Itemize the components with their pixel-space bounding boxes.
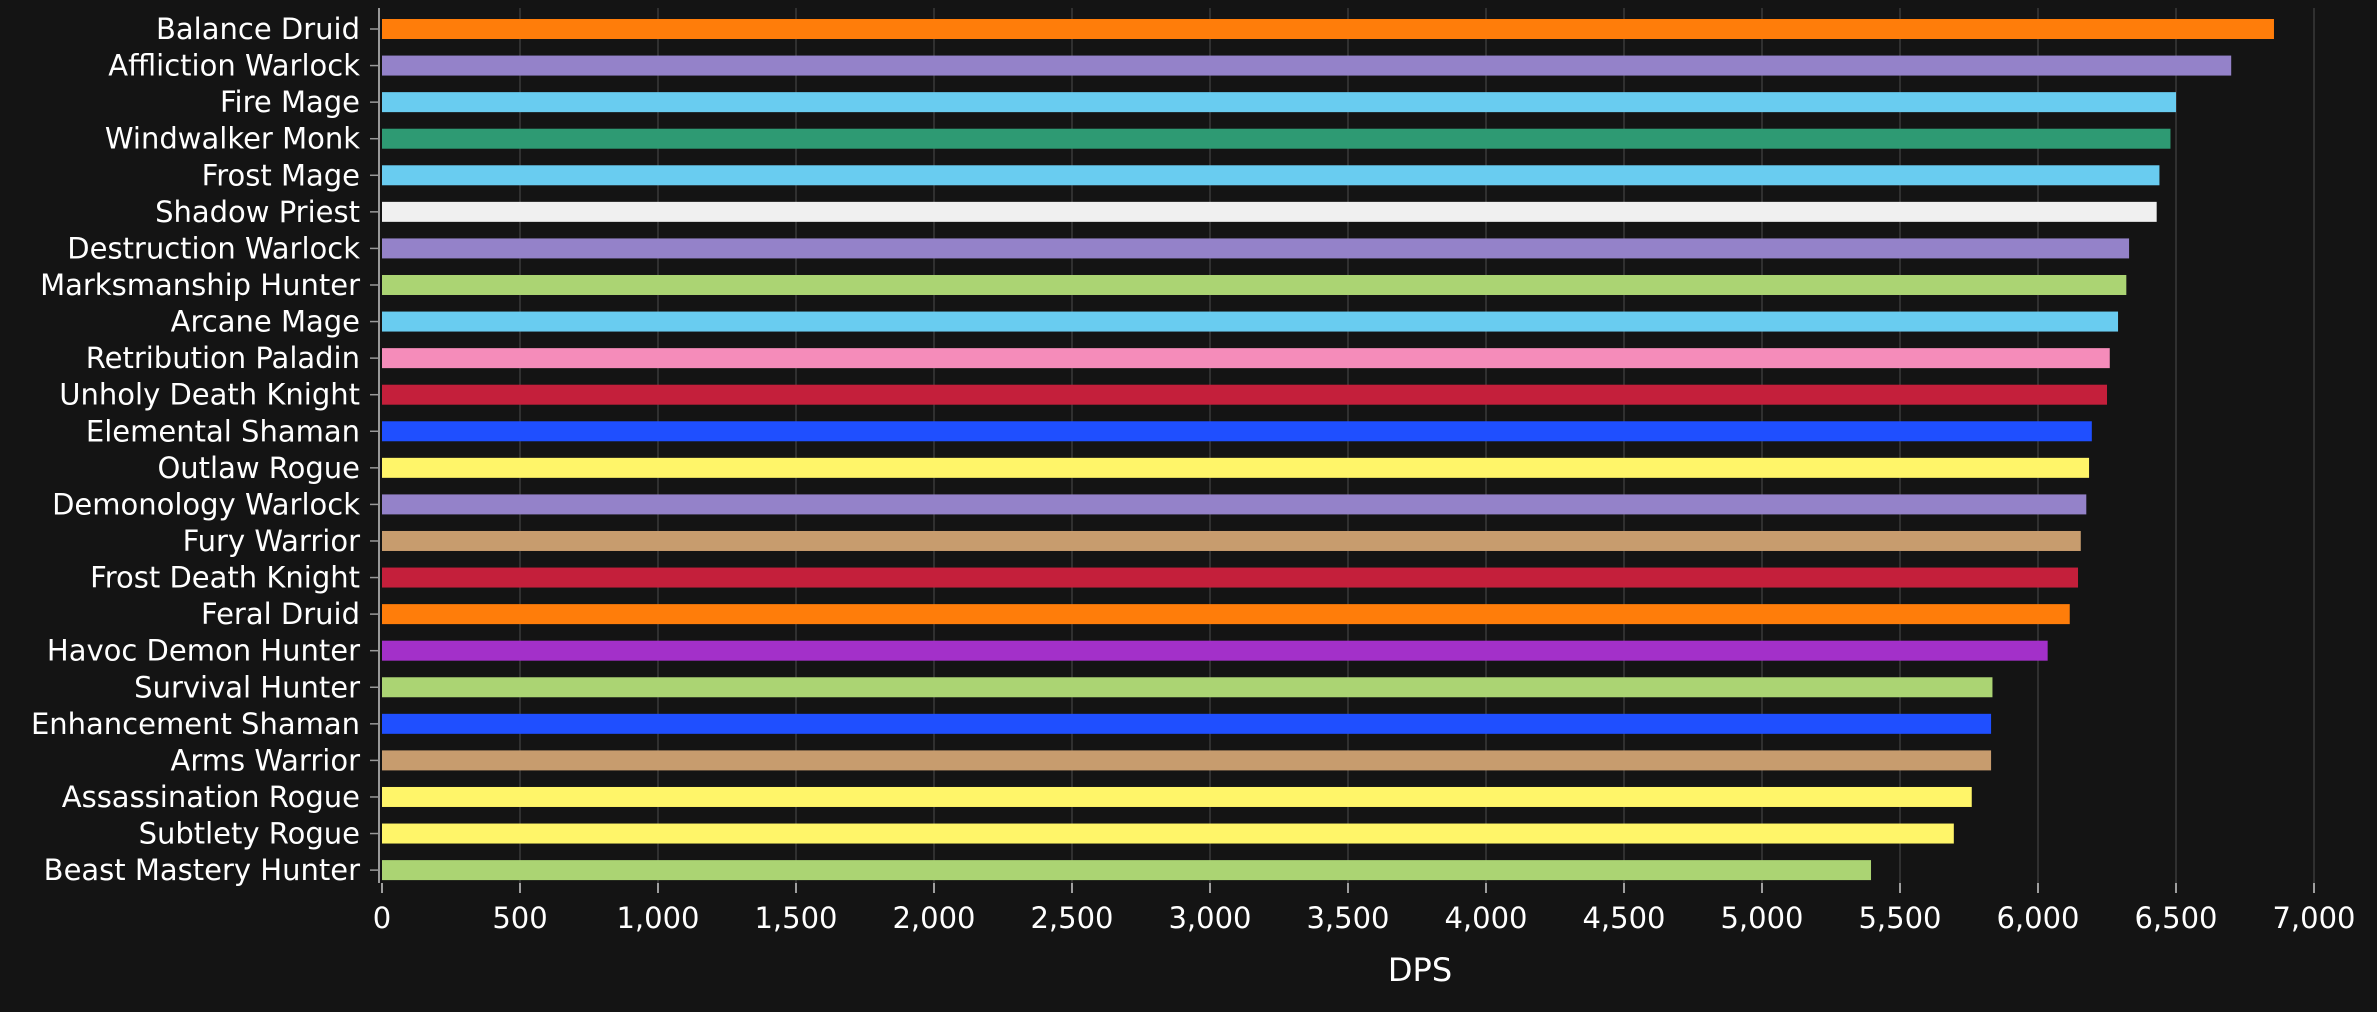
x-tick-label-2: 1,000	[616, 901, 699, 935]
bar-9	[382, 348, 2110, 369]
category-label-16: Feral Druid	[201, 597, 360, 631]
bar-0	[382, 19, 2274, 39]
x-tick-labels: 0 500 1,000 1,500 2,000 2,500 3,000 3,500 4,000 4…	[373, 901, 2356, 935]
category-label-23: Beast Mastery Hunter	[44, 853, 360, 887]
category-label-8: Arcane Mage	[171, 305, 360, 339]
bar-2	[382, 92, 2176, 113]
bar-8	[382, 311, 2119, 332]
category-label-19: Enhancement Shaman	[31, 707, 360, 741]
bar-1	[382, 55, 2232, 76]
category-label-20: Arms Warrior	[171, 743, 361, 777]
bar-21	[382, 786, 1972, 807]
axes	[370, 8, 2315, 893]
bar-16	[382, 604, 2070, 625]
category-label-14: Fury Warrior	[183, 524, 361, 558]
bar-10	[382, 384, 2107, 405]
bar-18	[382, 677, 1993, 698]
bar-17	[382, 640, 2048, 661]
category-label-1: Affliction Warlock	[108, 49, 360, 83]
bar-23	[382, 860, 1872, 881]
category-label-5: Shadow Priest	[155, 195, 360, 229]
x-axis-title: DPS	[1388, 951, 1452, 989]
x-tick-label-10: 5,000	[1720, 901, 1803, 935]
category-label-12: Outlaw Rogue	[157, 451, 360, 485]
x-tick-label-12: 6,000	[1996, 901, 2079, 935]
category-label-13: Demonology Warlock	[52, 487, 360, 521]
category-label-21: Assassination Rogue	[62, 780, 360, 814]
category-label-15: Frost Death Knight	[90, 561, 360, 595]
bar-14	[382, 530, 2081, 551]
category-label-11: Elemental Shaman	[86, 414, 360, 448]
x-tick-label-4: 2,000	[892, 901, 975, 935]
x-tick-label-14: 7,000	[2272, 901, 2355, 935]
category-label-10: Unholy Death Knight	[59, 378, 360, 412]
category-label-7: Marksmanship Hunter	[40, 268, 360, 302]
x-tick-label-7: 3,500	[1306, 901, 1389, 935]
bar-20	[382, 750, 1992, 771]
bar-13	[382, 494, 2087, 515]
bar-15	[382, 567, 2079, 588]
x-tick-label-11: 5,500	[1858, 901, 1941, 935]
bar-3	[382, 128, 2171, 149]
category-label-2: Fire Mage	[220, 85, 360, 119]
x-tick-label-0: 0	[373, 901, 391, 935]
category-label-0: Balance Druid	[156, 12, 360, 46]
x-tick-label-13: 6,500	[2134, 901, 2217, 935]
bar-5	[382, 201, 2157, 222]
category-label-22: Subtlety Rogue	[139, 817, 360, 851]
category-label-18: Survival Hunter	[134, 670, 360, 704]
category-label-6: Destruction Warlock	[67, 231, 360, 265]
category-label-4: Frost Mage	[202, 158, 360, 192]
grid-lines	[519, 8, 2315, 883]
bar-4	[382, 165, 2160, 186]
bar-11	[382, 421, 2092, 442]
category-label-17: Havoc Demon Hunter	[47, 634, 360, 668]
x-tick-label-3: 1,500	[754, 901, 837, 935]
category-label-9: Retribution Paladin	[86, 341, 360, 375]
bar-19	[382, 713, 1992, 734]
bar-6	[382, 238, 2130, 259]
x-tick-label-1: 500	[492, 901, 547, 935]
category-label-3: Windwalker Monk	[105, 122, 360, 156]
x-tick-label-5: 2,500	[1030, 901, 1113, 935]
x-tick-label-6: 3,000	[1168, 901, 1251, 935]
bars	[382, 19, 2274, 881]
bar-12	[382, 457, 2090, 478]
x-tick-label-9: 4,500	[1582, 901, 1665, 935]
bar-7	[382, 274, 2127, 295]
bar-22	[382, 823, 1954, 844]
x-tick-label-8: 4,000	[1444, 901, 1527, 935]
